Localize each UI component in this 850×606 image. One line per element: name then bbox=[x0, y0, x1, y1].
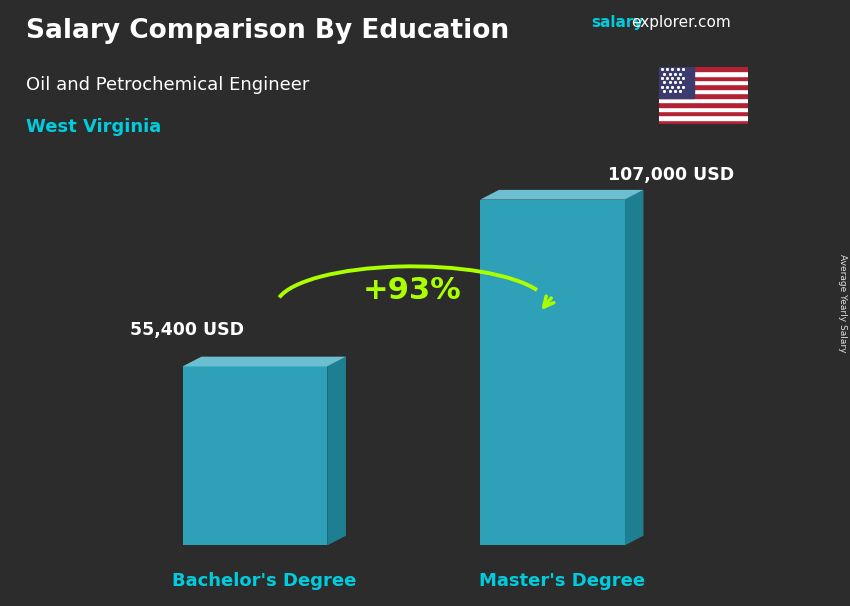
Bar bbox=[659, 115, 748, 120]
Text: +93%: +93% bbox=[363, 276, 462, 305]
Polygon shape bbox=[183, 367, 327, 545]
Text: West Virginia: West Virginia bbox=[26, 118, 161, 136]
Bar bbox=[659, 89, 748, 93]
Polygon shape bbox=[480, 199, 625, 545]
Bar bbox=[659, 76, 748, 80]
Bar bbox=[659, 84, 748, 89]
Text: explorer.com: explorer.com bbox=[631, 15, 730, 30]
Polygon shape bbox=[183, 357, 346, 367]
Bar bbox=[659, 67, 694, 98]
Bar bbox=[659, 71, 748, 76]
Bar bbox=[659, 80, 748, 84]
Polygon shape bbox=[625, 190, 643, 545]
Text: Average Yearly Salary: Average Yearly Salary bbox=[838, 254, 847, 352]
Text: salary: salary bbox=[591, 15, 643, 30]
Text: Salary Comparison By Education: Salary Comparison By Education bbox=[26, 18, 508, 44]
Text: Oil and Petrochemical Engineer: Oil and Petrochemical Engineer bbox=[26, 76, 309, 94]
Bar bbox=[659, 93, 748, 98]
Bar bbox=[659, 67, 748, 71]
Polygon shape bbox=[480, 190, 643, 199]
Polygon shape bbox=[327, 357, 346, 545]
Text: Master's Degree: Master's Degree bbox=[479, 571, 645, 590]
Bar bbox=[659, 98, 748, 102]
Text: Bachelor's Degree: Bachelor's Degree bbox=[173, 571, 356, 590]
Text: 107,000 USD: 107,000 USD bbox=[609, 167, 734, 184]
Bar bbox=[659, 111, 748, 115]
Bar bbox=[659, 120, 748, 124]
Bar bbox=[659, 107, 748, 111]
Text: 55,400 USD: 55,400 USD bbox=[130, 321, 244, 339]
Bar bbox=[659, 102, 748, 107]
